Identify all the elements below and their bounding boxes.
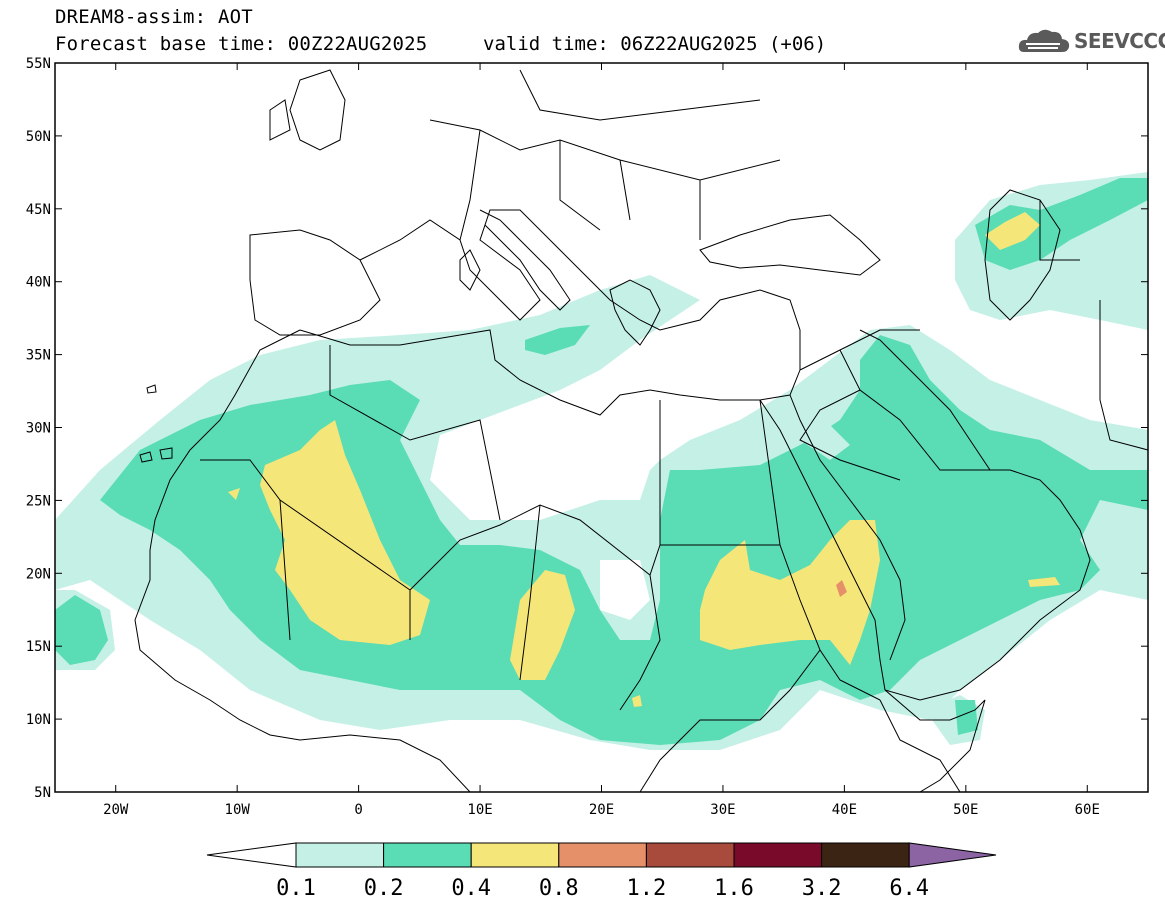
seevccc-logo: SEEVCCC — [1016, 24, 1165, 58]
coastline-italy — [459, 209, 571, 311]
coastline-iberia — [249, 229, 381, 336]
coastline-north-africa — [299, 329, 801, 416]
coastline-caspian — [984, 189, 1061, 321]
coastline-arabia — [859, 329, 1091, 701]
colorbar-swatch — [470, 842, 560, 868]
forecast-base-time: Forecast base time: 00Z22AUG2025 — [55, 33, 428, 55]
colorbar-label: 0.2 — [364, 876, 404, 901]
logo-text: SEEVCCC — [1074, 29, 1165, 53]
border-europe — [429, 69, 781, 241]
coastline-europe — [359, 209, 801, 370]
colorbar-label: 1.2 — [627, 876, 667, 901]
lon-label: 10E — [467, 802, 492, 818]
lat-label: 15N — [26, 639, 51, 655]
coastline-uk — [269, 69, 346, 151]
coastline-red-sea — [759, 394, 906, 691]
lat-label: 55N — [26, 56, 51, 72]
lon-label: 20E — [589, 802, 614, 818]
colorbar-label: 0.4 — [451, 876, 491, 901]
border-middle-east — [799, 200, 1148, 481]
lon-label: 40E — [832, 802, 857, 818]
colorbar-swatch — [733, 842, 823, 868]
lon-label: 10W — [225, 802, 251, 818]
aot-field-0.4 — [260, 420, 430, 645]
coastline-horn — [884, 689, 986, 792]
aot-contour-fields — [55, 172, 1148, 750]
aot-field-0.2 — [100, 335, 1148, 745]
border-east-africa — [639, 544, 961, 792]
aot-field-0.2 — [55, 595, 108, 665]
lon-label: 30E — [710, 802, 735, 818]
border-egypt-sudan — [659, 399, 781, 546]
lat-label: 25N — [26, 493, 51, 509]
colorbar-label: 3.2 — [802, 876, 842, 901]
longitude-axis: 20W 10W 0 10E 20E 30E 40E 50E 60E — [103, 63, 1100, 818]
aot-clear-area — [480, 395, 660, 500]
lon-label: 50E — [953, 802, 978, 818]
aot-field-0.8 — [836, 580, 847, 597]
aot-field-0.4 — [985, 212, 1040, 250]
lon-label: 60E — [1075, 802, 1100, 818]
map-title: DREAM8-assim: AOT — [55, 6, 253, 28]
lat-label: 45N — [26, 202, 51, 218]
lat-label: 10N — [26, 712, 51, 728]
aot-clear-area — [600, 560, 650, 620]
colorbar-swatch — [645, 842, 735, 868]
aot-field-0.4 — [700, 520, 880, 665]
coastlines-borders — [134, 69, 1148, 792]
lat-label: 35N — [26, 348, 51, 364]
lon-label: 0 — [354, 802, 362, 818]
valid-time: valid time: 06Z22AUG2025 (+06) — [483, 33, 827, 55]
aot-field-0.2 — [525, 325, 590, 355]
coastline-canary — [139, 384, 173, 463]
colorbar-swatch — [295, 842, 385, 868]
aot-field-0.4 — [228, 488, 240, 500]
colorbar-label: 0.8 — [539, 876, 579, 901]
aot-field-0.4 — [632, 695, 642, 707]
colorbar-swatch — [821, 842, 910, 868]
colorbar: 0.1 0.2 0.4 0.8 1.2 1.6 3.2 6.4 — [206, 842, 997, 901]
colorbar-swatch — [383, 842, 472, 868]
lat-label: 40N — [26, 275, 51, 291]
colorbar-lower-arrow — [206, 842, 297, 868]
coastline-greece — [609, 279, 661, 346]
aot-field-0.2 — [955, 700, 978, 735]
coastline-west-africa — [134, 329, 471, 792]
coastline-black-sea — [699, 214, 881, 276]
colorbar-label: 6.4 — [889, 876, 929, 901]
lat-label: 5N — [34, 785, 51, 801]
aot-field-0.1 — [800, 425, 850, 460]
colorbar-label: 0.1 — [276, 876, 316, 901]
lat-label: 30N — [26, 421, 51, 437]
colorbar-upper-arrow — [908, 842, 997, 868]
latitude-axis: 55N 50N 45N 40N 35N 30N 25N 20N 15N 10N 5N — [26, 56, 1148, 801]
lon-label: 20W — [103, 802, 129, 818]
colorbar-swatch — [558, 842, 647, 868]
aot-field-0.2 — [975, 178, 1148, 270]
lat-label: 20N — [26, 566, 51, 582]
aot-field-0.4 — [1028, 577, 1060, 587]
aot-field-0.4 — [510, 570, 575, 680]
border-sahara — [200, 345, 760, 711]
cloud-logo-icon — [1018, 29, 1070, 52]
colorbar-label: 1.6 — [714, 876, 754, 901]
lat-label: 50N — [26, 129, 51, 145]
